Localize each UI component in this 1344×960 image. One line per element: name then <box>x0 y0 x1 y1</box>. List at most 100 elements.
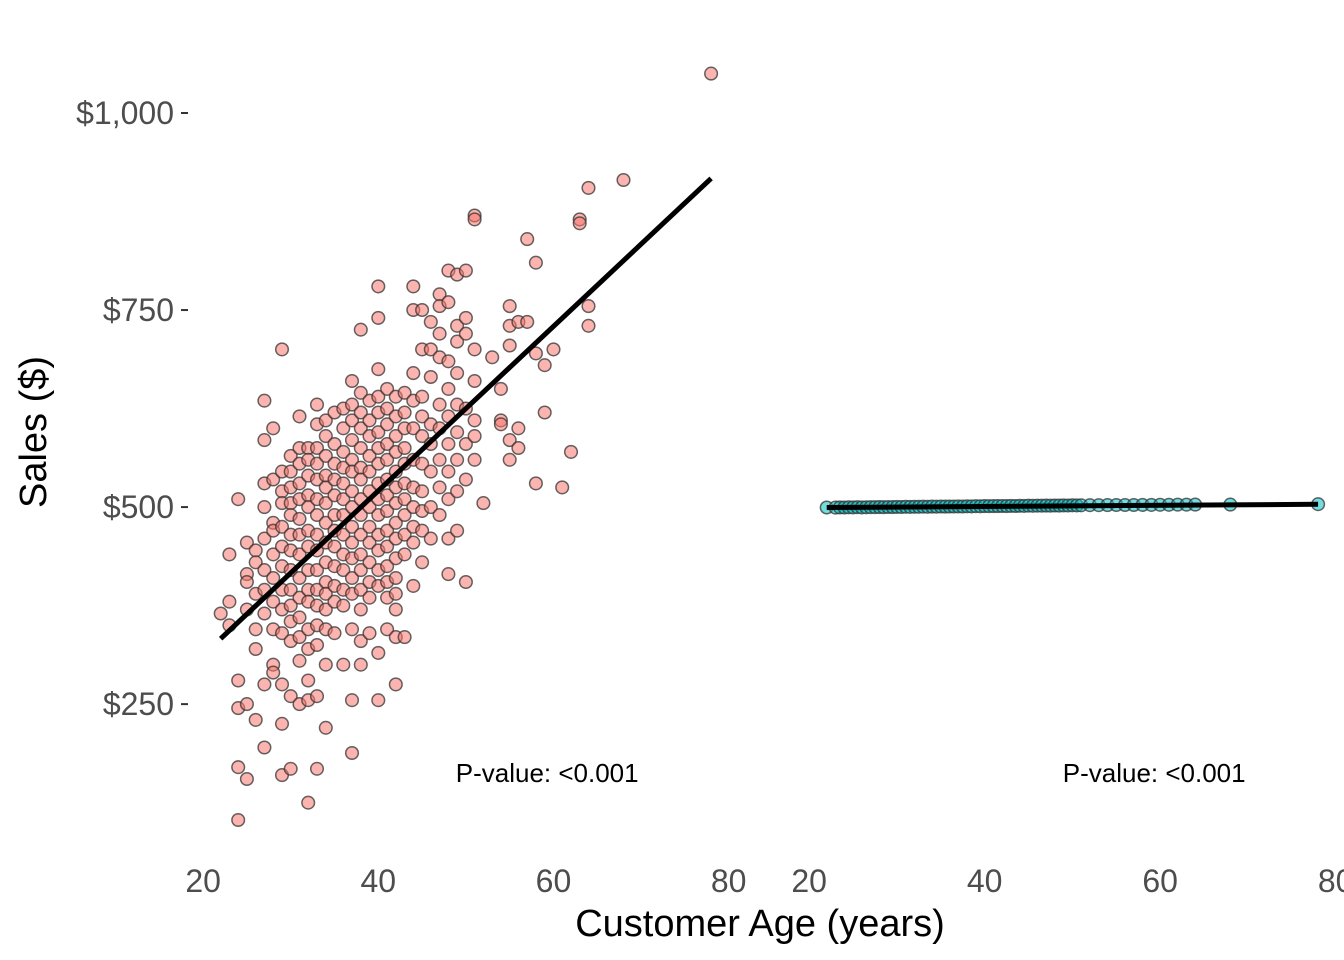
data-point <box>327 626 342 641</box>
x-axis-title: Customer Age (years) <box>575 903 945 945</box>
data-point <box>292 653 307 668</box>
data-point <box>572 216 587 231</box>
data-point <box>476 496 491 511</box>
data-point <box>283 464 298 479</box>
data-point <box>423 369 438 385</box>
data-point <box>257 677 272 692</box>
x-tick-label: 40 <box>361 863 397 899</box>
data-point <box>309 689 325 704</box>
data-point <box>318 657 333 672</box>
data-point <box>450 425 465 440</box>
data-point <box>309 527 325 542</box>
data-point <box>581 299 596 314</box>
data-point <box>309 761 325 776</box>
data-point <box>450 334 465 349</box>
data-point <box>309 637 325 653</box>
data-point <box>309 397 325 412</box>
data-point <box>257 500 272 515</box>
data-point <box>423 500 438 515</box>
data-point <box>292 610 307 625</box>
data-point <box>441 295 456 310</box>
data-point <box>458 436 473 452</box>
data-point <box>239 697 254 712</box>
data-point <box>432 480 447 495</box>
data-point <box>467 342 482 357</box>
data-point <box>581 180 596 195</box>
data-point <box>581 318 596 333</box>
data-point <box>344 484 360 499</box>
data-point <box>555 480 570 495</box>
data-point <box>563 444 579 459</box>
data-point <box>336 492 351 507</box>
data-point <box>318 515 333 530</box>
data-point <box>467 212 482 227</box>
data-point <box>362 590 377 605</box>
data-point <box>274 716 290 731</box>
data-point <box>257 393 272 408</box>
data-point <box>327 436 342 452</box>
data-point <box>231 492 246 507</box>
data-point <box>301 673 316 688</box>
data-point <box>257 740 272 755</box>
data-point <box>344 397 360 412</box>
data-point <box>432 507 447 523</box>
data-point <box>336 476 351 491</box>
data-point <box>283 582 298 597</box>
data-point <box>380 488 395 503</box>
x-tick-label: 80 <box>1318 863 1344 899</box>
data-point <box>231 673 246 688</box>
data-point <box>353 634 368 649</box>
data-point <box>336 598 351 613</box>
data-point <box>309 507 325 523</box>
data-point <box>528 346 543 361</box>
data-point <box>432 397 447 412</box>
data-point <box>318 586 333 601</box>
data-point <box>537 405 552 420</box>
y-tick-label: $250 <box>103 686 174 722</box>
data-point <box>336 444 351 459</box>
data-point <box>283 598 298 613</box>
data-point <box>309 440 325 456</box>
y-axis-title: Sales ($) <box>13 356 55 508</box>
data-point <box>336 421 351 436</box>
data-point <box>467 429 482 444</box>
data-point <box>423 314 438 329</box>
data-point <box>266 547 281 562</box>
data-point <box>344 373 360 389</box>
x-tick-label: 40 <box>967 863 1003 899</box>
data-point <box>441 381 456 396</box>
data-point <box>406 366 421 381</box>
data-point <box>344 535 360 550</box>
data-point <box>388 677 403 692</box>
y-axis: $250 $500 $750 $1,000 <box>76 95 188 722</box>
data-point <box>388 586 403 601</box>
data-point <box>292 476 307 491</box>
data-point <box>450 452 465 467</box>
data-point <box>362 448 377 463</box>
data-point <box>327 539 342 554</box>
data-point <box>353 385 368 400</box>
data-point <box>353 563 368 578</box>
data-point <box>344 413 360 428</box>
data-point <box>248 622 263 637</box>
data-point <box>362 626 377 641</box>
data-point <box>502 433 517 448</box>
data-point <box>423 531 438 546</box>
data-point <box>704 66 719 81</box>
data-point <box>397 527 412 542</box>
data-point <box>380 381 395 396</box>
data-point <box>344 433 360 448</box>
data-point <box>380 622 395 637</box>
data-point <box>388 515 403 530</box>
data-point <box>274 519 290 534</box>
data-point <box>380 559 395 574</box>
data-point <box>371 693 386 708</box>
data-point <box>239 574 254 590</box>
data-point <box>336 563 351 578</box>
data-point <box>528 255 543 270</box>
y-tick-label: $750 <box>103 292 174 328</box>
data-point <box>292 409 307 424</box>
p-value-annotation: P-value: <0.001 <box>1063 758 1246 788</box>
data-point <box>292 630 307 645</box>
data-point <box>616 172 631 188</box>
